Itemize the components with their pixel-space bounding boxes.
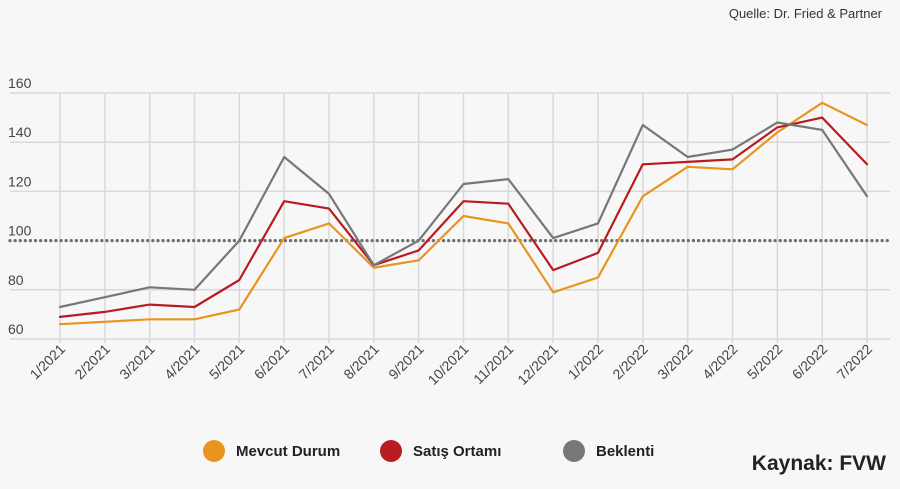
x-tick-label: 6/2022 — [789, 341, 831, 383]
y-tick-label: 160 — [8, 75, 32, 91]
series-line-satış-ortamı — [58, 116, 869, 318]
series-line-mevcut-durum — [58, 101, 869, 326]
x-tick-label: 7/2021 — [296, 341, 338, 383]
legend: Mevcut Durum Satış Ortamı Beklenti — [0, 440, 900, 462]
x-tick-label: 8/2021 — [340, 341, 382, 383]
legend-dot-mevcut-durum — [203, 440, 225, 462]
x-tick-label: 1/2021 — [27, 341, 69, 383]
x-tick-label: 2/2022 — [609, 341, 651, 383]
x-tick-label: 12/2021 — [514, 341, 561, 388]
x-tick-label: 10/2021 — [425, 341, 472, 388]
x-tick-label: 7/2022 — [834, 341, 876, 383]
x-tick-label: 3/2022 — [654, 341, 696, 383]
y-tick-label: 140 — [8, 124, 32, 140]
y-tick-label: 80 — [8, 272, 24, 288]
legend-dot-satis-ortami — [380, 440, 402, 462]
x-tick-label: 6/2021 — [251, 341, 293, 383]
legend-item-satis-ortami: Satış Ortamı — [380, 440, 501, 462]
y-tick-label: 60 — [8, 321, 24, 337]
x-tick-label: 3/2021 — [116, 341, 158, 383]
x-tick-label: 1/2022 — [565, 341, 607, 383]
legend-label-mevcut-durum: Mevcut Durum — [236, 442, 341, 460]
x-tick-label: 5/2022 — [744, 341, 786, 383]
legend-item-mevcut-durum: Mevcut Durum — [203, 440, 340, 462]
x-tick-label: 11/2021 — [470, 341, 517, 388]
line-chart: 60 80 100 120 140 160 1/2021 2/2021 3/2021 4/2021… — [8, 75, 892, 388]
y-tick-label: 120 — [8, 173, 32, 189]
credit: Kaynak: FVW — [751, 452, 886, 475]
y-tick-label: 100 — [8, 223, 32, 239]
x-tick-label: 4/2022 — [699, 341, 741, 383]
legend-dot-beklenti — [563, 440, 585, 462]
legend-label-satis-ortami: Satış Ortamı — [413, 442, 502, 460]
x-tick-label: 4/2021 — [161, 341, 203, 383]
legend-label-beklenti: Beklenti — [596, 442, 655, 460]
legend-item-beklenti: Beklenti — [563, 440, 654, 462]
series-line-beklenti — [58, 121, 869, 309]
x-tick-label: 9/2021 — [385, 341, 427, 383]
x-tick-label: 2/2021 — [71, 341, 113, 383]
x-tick-label: 5/2021 — [206, 341, 248, 383]
source-note: Quelle: Dr. Fried & Partner — [728, 6, 882, 21]
